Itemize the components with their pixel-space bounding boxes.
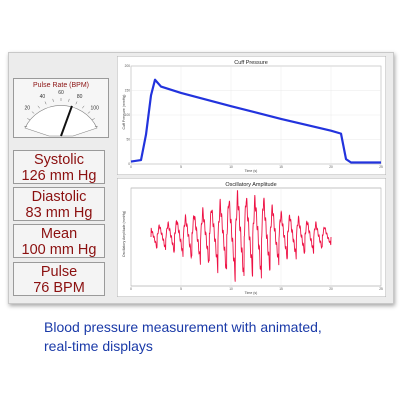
x-tick-label: 20 bbox=[329, 165, 333, 169]
gauge-tick bbox=[37, 105, 40, 109]
mean-label: Mean bbox=[40, 226, 78, 242]
gauge-needle bbox=[60, 105, 73, 137]
x-tick-label: 0 bbox=[130, 165, 132, 169]
gauge-tick bbox=[27, 118, 31, 121]
gauge-scale-label: 40 bbox=[40, 94, 46, 100]
gauge-tick bbox=[52, 98, 54, 102]
gauge-tick bbox=[94, 125, 98, 128]
y-tick-label: 0 bbox=[128, 162, 130, 166]
y-tick-label: 200 bbox=[125, 64, 131, 68]
gauge-tick bbox=[75, 101, 78, 105]
systolic-readout: Systolic 126 mm Hg bbox=[13, 150, 105, 184]
y-tick-label: 50 bbox=[126, 138, 130, 142]
x-tick-label: 10 bbox=[229, 165, 233, 169]
gauge-title: Pulse Rate (BPM) bbox=[33, 82, 89, 89]
osc-chart-title: Oscillatory Amplitude bbox=[225, 182, 276, 188]
pulse-value: 76 BPM bbox=[33, 280, 85, 296]
cuff-chart-title: Cuff Pressure bbox=[234, 60, 268, 66]
gauge-tick bbox=[31, 111, 35, 114]
cuff-pressure-line bbox=[130, 78, 381, 164]
oscillation-waveform bbox=[150, 190, 332, 282]
diastolic-label: Diastolic bbox=[31, 189, 87, 205]
gauge-tick bbox=[68, 98, 70, 102]
y-tick-label: 150 bbox=[125, 89, 131, 93]
x-tick-label: 5 bbox=[180, 165, 182, 169]
x-tick-label: 20 bbox=[329, 287, 333, 291]
pulse-readout: Pulse 76 BPM bbox=[13, 262, 105, 296]
gauge-tick bbox=[24, 125, 28, 128]
x-tick-label: 15 bbox=[279, 287, 283, 291]
mean-readout: Mean 100 mm Hg bbox=[13, 224, 105, 258]
systolic-label: Systolic bbox=[34, 152, 84, 168]
osc-chart-ylabel: Oscillatory Amplitude (mmHg) bbox=[122, 211, 126, 257]
gauge-scale-label: 60 bbox=[58, 90, 64, 96]
x-tick-label: 25 bbox=[379, 287, 383, 291]
gauge-tick bbox=[87, 111, 91, 114]
cuff-chart-xlabel: Time (s) bbox=[245, 169, 258, 173]
cuff-chart-ylabel: Cuff Pressure (mmHg) bbox=[122, 95, 126, 130]
osc-chart-xlabel: Time (s) bbox=[245, 291, 258, 295]
systolic-value: 126 mm Hg bbox=[21, 168, 97, 184]
y-tick-label: 100 bbox=[125, 113, 131, 117]
gauge-tick bbox=[44, 101, 47, 105]
diastolic-value: 83 mm Hg bbox=[25, 205, 93, 221]
x-tick-label: 15 bbox=[279, 165, 283, 169]
gauge-scale-label: 80 bbox=[77, 94, 83, 100]
pulse-rate-gauge: Pulse Rate (BPM) 20 40 60 80 100 bbox=[13, 78, 109, 138]
gauge-tick bbox=[91, 118, 95, 121]
cuff-pressure-chart: Cuff Pressure Cuff Pressure (mmHg) Time … bbox=[117, 56, 386, 175]
caption-line-1: Blood pressure measurement with animated… bbox=[44, 319, 322, 335]
mean-value: 100 mm Hg bbox=[21, 242, 97, 258]
caption: Blood pressure measurement with animated… bbox=[44, 318, 384, 356]
x-tick-label: 10 bbox=[229, 287, 233, 291]
gauge-scale-label: 100 bbox=[91, 106, 100, 112]
caption-line-2: real-time displays bbox=[44, 338, 153, 354]
x-tick-label: 0 bbox=[130, 287, 132, 291]
x-tick-label: 25 bbox=[379, 165, 383, 169]
gauge-scale-label: 20 bbox=[25, 106, 31, 112]
gauge-tick bbox=[82, 105, 85, 109]
pulse-label: Pulse bbox=[40, 264, 78, 280]
diastolic-readout: Diastolic 83 mm Hg bbox=[13, 187, 105, 221]
x-tick-label: 5 bbox=[180, 287, 182, 291]
oscillatory-amplitude-chart: Oscillatory Amplitude Oscillatory Amplit… bbox=[117, 178, 386, 297]
